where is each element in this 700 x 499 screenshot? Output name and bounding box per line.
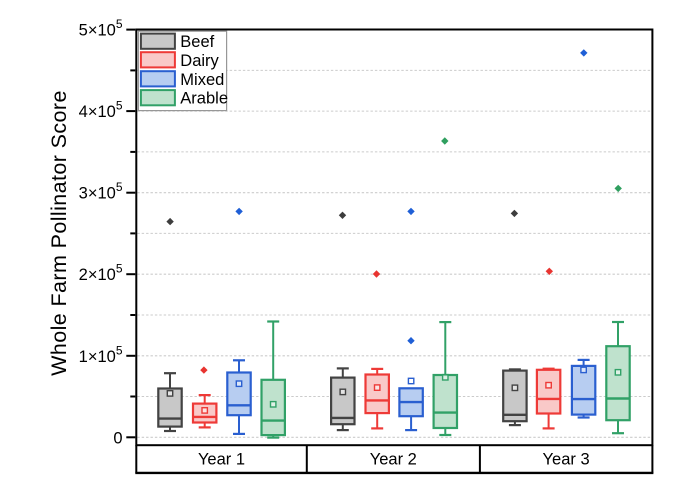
svg-text:1×105: 1×105 (79, 343, 123, 366)
svg-text:Year 2: Year 2 (370, 451, 417, 469)
svg-text:3×105: 3×105 (79, 180, 123, 203)
svg-text:Year 1: Year 1 (198, 451, 245, 469)
svg-text:Year 3: Year 3 (543, 451, 590, 469)
svg-text:4×105: 4×105 (79, 99, 123, 122)
svg-text:Mixed: Mixed (180, 71, 224, 89)
svg-text:2×105: 2×105 (79, 262, 123, 285)
svg-text:Whole Farm Pollinator Score: Whole Farm Pollinator Score (47, 90, 71, 376)
svg-text:Beef: Beef (180, 33, 214, 51)
svg-text:5×105: 5×105 (79, 17, 123, 40)
svg-text:0: 0 (113, 429, 122, 447)
svg-text:Arable: Arable (180, 90, 228, 108)
svg-text:Dairy: Dairy (180, 52, 219, 70)
